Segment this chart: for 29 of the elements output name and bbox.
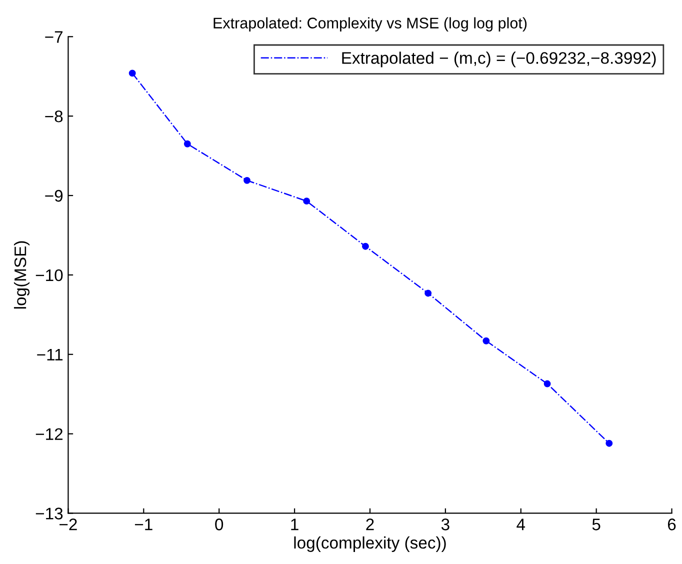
x-tick-label: 4 [516,518,526,530]
x-tick-label: −1 [134,518,152,530]
y-tick-label: −7 [45,31,62,43]
point [606,440,613,447]
legend-label: Extrapolated − (m,c) = (−0.69232,−8.3992) [342,52,656,68]
y-axis-title: log(MSE) [14,241,30,309]
y-tick-label: −13 [36,508,63,520]
point [244,176,250,184]
point [362,242,369,250]
point [303,198,310,205]
x-tick-label: 1 [291,518,298,530]
x-tick-label: 0 [215,518,224,530]
point [424,290,432,297]
x-tick-label: 2 [366,518,374,530]
y-tick-label: −12 [36,428,63,440]
x-tick-label: 3 [441,518,450,530]
point [482,337,490,344]
x-tick-label: 5 [592,518,600,530]
y-tick-label: −10 [36,269,63,282]
point [128,70,136,77]
y-tick-label: −9 [45,190,63,202]
x-tick-label: −2 [60,518,77,530]
chart-title: Extrapolated: Complexity vs MSE (log log plot) [214,17,527,32]
point [544,380,551,388]
x-tick-label: 6 [668,518,676,530]
y-tick-label: −8 [45,110,63,122]
x-axis-title: log(complexity (sec)) [294,536,446,552]
y-tick-label: −11 [37,348,63,360]
point [184,140,191,148]
